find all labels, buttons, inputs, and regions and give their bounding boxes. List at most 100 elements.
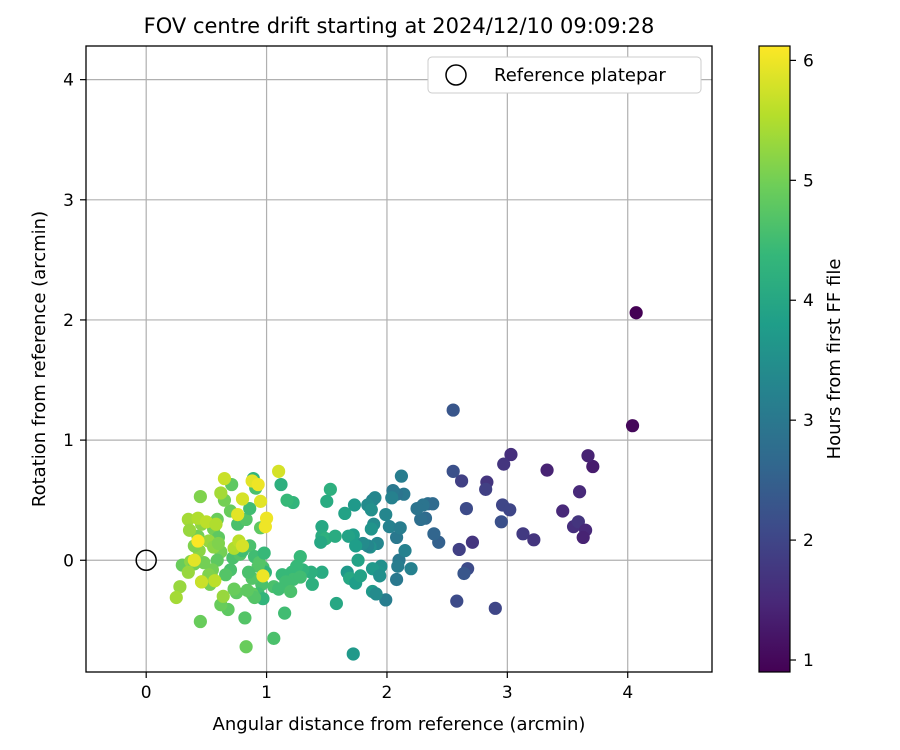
data-point xyxy=(338,506,352,520)
data-point xyxy=(329,596,343,611)
data-point xyxy=(274,477,288,492)
colorbar-tick-label: 5 xyxy=(803,171,814,191)
data-point xyxy=(231,507,245,522)
data-point xyxy=(284,584,298,599)
data-point xyxy=(293,570,307,584)
x-tick-label: 0 xyxy=(141,683,152,703)
data-point xyxy=(347,498,362,512)
data-point xyxy=(315,565,329,579)
data-point xyxy=(398,544,412,558)
data-point xyxy=(209,517,223,531)
data-point xyxy=(479,482,493,496)
data-point xyxy=(219,568,233,582)
data-point xyxy=(214,486,228,500)
data-point xyxy=(581,449,595,463)
data-point xyxy=(256,569,270,583)
data-point xyxy=(280,493,294,507)
data-point xyxy=(586,459,600,474)
data-point xyxy=(238,611,252,625)
data-point xyxy=(556,504,570,518)
colorbar-tick-label: 4 xyxy=(803,291,814,311)
legend-box xyxy=(427,56,702,94)
data-point xyxy=(257,546,271,560)
colorbar-gradient xyxy=(758,45,791,673)
data-point xyxy=(217,471,232,486)
data-point xyxy=(497,457,511,471)
data-point xyxy=(240,583,254,597)
data-points xyxy=(169,306,643,661)
y-tick-label: 4 xyxy=(63,71,74,91)
data-point xyxy=(341,529,356,543)
data-point xyxy=(194,575,209,589)
data-point xyxy=(391,559,405,573)
y-tick-label: 0 xyxy=(63,551,74,571)
data-point xyxy=(572,485,587,499)
data-point xyxy=(393,521,407,535)
legend-label: Reference platepar xyxy=(494,65,666,86)
y-axis-label: Rotation from reference (arcmin) xyxy=(29,211,50,507)
data-point xyxy=(503,503,517,517)
data-point xyxy=(227,582,241,596)
y-axis-ticks: 0 1 2 3 4 xyxy=(63,71,86,571)
data-point xyxy=(251,477,265,492)
data-point xyxy=(241,565,256,579)
data-point xyxy=(379,507,393,522)
data-point xyxy=(323,482,337,496)
data-point xyxy=(239,640,253,654)
x-tick-label: 1 xyxy=(261,683,272,703)
data-point xyxy=(504,447,518,462)
data-point xyxy=(494,515,508,529)
data-point xyxy=(181,512,195,527)
data-point xyxy=(191,534,205,548)
data-point xyxy=(457,566,471,581)
plot-frame xyxy=(85,45,713,673)
colorbar-tick-label: 6 xyxy=(803,51,814,71)
data-point xyxy=(253,494,268,508)
legend: Reference platepar xyxy=(427,56,702,94)
x-tick-label: 4 xyxy=(622,683,633,703)
colorbar: 1 2 3 4 5 6 Hours from first FF file xyxy=(758,45,845,673)
data-point xyxy=(187,553,201,567)
reference-layer xyxy=(135,549,157,572)
data-point xyxy=(193,614,207,629)
x-axis-label: Angular distance from reference (arcmin) xyxy=(213,714,586,735)
data-point xyxy=(364,522,378,536)
data-point xyxy=(278,606,292,620)
data-point xyxy=(216,589,230,603)
data-point xyxy=(235,492,250,506)
y-tick-label: 3 xyxy=(63,191,74,211)
colorbar-label: Hours from first FF file xyxy=(824,259,845,460)
reference-platepar-marker xyxy=(135,549,157,572)
data-point xyxy=(414,512,428,527)
data-point xyxy=(427,527,441,541)
colorbar-tick-label: 1 xyxy=(803,651,814,671)
data-point xyxy=(394,469,409,483)
x-tick-label: 3 xyxy=(502,683,513,703)
data-point xyxy=(426,497,440,511)
data-point xyxy=(389,572,404,587)
data-point xyxy=(379,593,393,607)
y-tick-label: 1 xyxy=(63,431,74,451)
data-point xyxy=(452,542,466,557)
data-point xyxy=(465,535,480,549)
data-point xyxy=(315,520,329,534)
data-point xyxy=(450,594,464,608)
data-point xyxy=(259,511,274,525)
data-point xyxy=(208,574,222,588)
data-point xyxy=(235,539,250,553)
data-point xyxy=(576,530,590,545)
data-point xyxy=(446,403,460,417)
data-point xyxy=(625,419,640,433)
data-point xyxy=(305,577,319,591)
data-point xyxy=(346,647,360,661)
data-point xyxy=(328,529,342,543)
chart-title: FOV centre drift starting at 2024/12/10 … xyxy=(144,14,655,38)
colorbar-tick-label: 3 xyxy=(803,411,814,431)
data-point xyxy=(455,474,469,488)
data-point xyxy=(193,489,207,504)
data-point xyxy=(446,464,460,478)
data-point xyxy=(382,520,396,534)
data-point xyxy=(353,569,368,583)
